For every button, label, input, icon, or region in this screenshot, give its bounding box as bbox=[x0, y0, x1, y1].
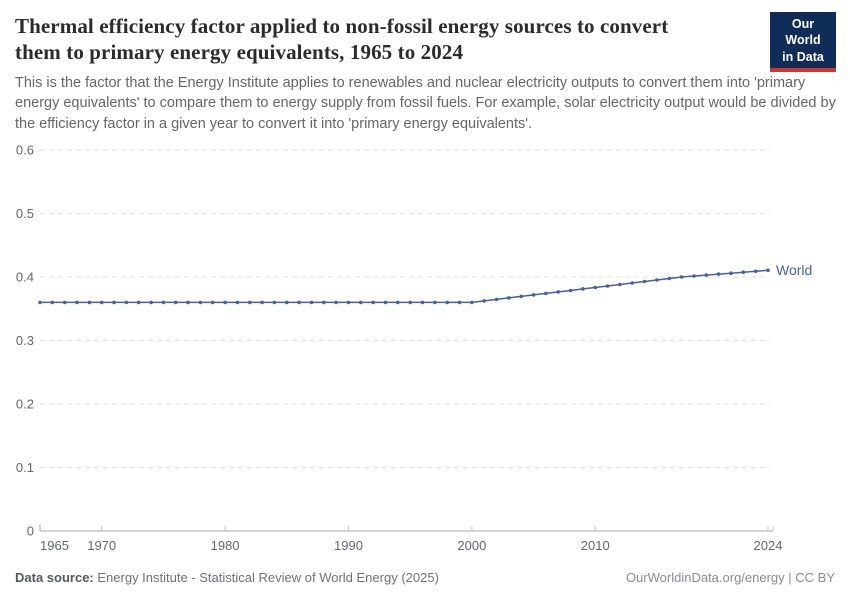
data-point[interactable] bbox=[223, 300, 227, 305]
data-point[interactable] bbox=[149, 300, 153, 305]
credit-link[interactable]: OurWorldinData.org/energy | CC BY bbox=[625, 570, 835, 585]
data-point[interactable] bbox=[235, 300, 240, 305]
x-axis-tick-label: 1990 bbox=[334, 538, 363, 553]
data-point[interactable] bbox=[359, 300, 363, 305]
data-point[interactable] bbox=[716, 272, 721, 276]
data-point[interactable] bbox=[210, 300, 215, 305]
data-point[interactable] bbox=[568, 288, 573, 293]
y-axis-tick-label: 0.2 bbox=[16, 397, 34, 412]
data-point[interactable] bbox=[692, 274, 696, 278]
data-point[interactable] bbox=[482, 299, 487, 303]
data-point[interactable] bbox=[285, 300, 289, 305]
series-line-world[interactable] bbox=[40, 269, 769, 304]
data-point[interactable] bbox=[753, 269, 758, 274]
data-point[interactable] bbox=[322, 300, 326, 305]
data-point[interactable] bbox=[581, 287, 585, 291]
x-axis-tick-label: 2024 bbox=[754, 538, 783, 553]
data-point[interactable] bbox=[556, 290, 560, 294]
data-point[interactable] bbox=[445, 300, 450, 305]
data-point[interactable] bbox=[383, 300, 388, 305]
data-point[interactable] bbox=[741, 270, 746, 275]
data-point[interactable] bbox=[260, 300, 264, 305]
data-point[interactable] bbox=[457, 300, 462, 305]
data-point[interactable] bbox=[605, 284, 610, 288]
data-point[interactable] bbox=[248, 300, 252, 305]
data-point[interactable] bbox=[593, 285, 598, 290]
x-axis-tick-label: 2000 bbox=[457, 538, 486, 553]
owid-logo-line1: Our World bbox=[785, 17, 821, 48]
owid-logo[interactable]: Our World in Data bbox=[770, 12, 836, 72]
data-source: Data source: Energy Institute - Statisti… bbox=[15, 570, 439, 585]
data-point[interactable] bbox=[371, 300, 376, 305]
data-point[interactable] bbox=[161, 300, 166, 305]
data-point[interactable] bbox=[38, 300, 42, 305]
y-axis-tick-label: 0.4 bbox=[16, 270, 34, 285]
data-source-text: Energy Institute - Statistical Review of… bbox=[97, 570, 439, 585]
data-point[interactable] bbox=[75, 300, 79, 305]
data-point[interactable] bbox=[112, 300, 116, 305]
data-point[interactable] bbox=[655, 278, 659, 282]
data-point[interactable] bbox=[507, 296, 511, 300]
chart-footer: Data source: Energy Institute - Statisti… bbox=[15, 570, 835, 585]
y-axis-tick-label: 0.6 bbox=[16, 143, 34, 158]
data-point[interactable] bbox=[309, 300, 314, 305]
data-point[interactable] bbox=[198, 300, 203, 305]
data-point[interactable] bbox=[186, 300, 190, 305]
x-axis-tick-label: 2010 bbox=[581, 538, 610, 553]
data-point[interactable] bbox=[346, 300, 351, 305]
x-axis-tick-label: 1980 bbox=[211, 538, 240, 553]
data-point[interactable] bbox=[531, 293, 536, 297]
data-point[interactable] bbox=[618, 282, 622, 287]
series-end-label[interactable]: World bbox=[776, 262, 812, 278]
data-point[interactable] bbox=[420, 300, 425, 305]
data-point[interactable] bbox=[50, 300, 55, 305]
data-point[interactable] bbox=[704, 273, 709, 277]
data-point[interactable] bbox=[173, 300, 178, 305]
data-point[interactable] bbox=[136, 300, 141, 305]
data-point[interactable] bbox=[667, 276, 672, 281]
data-point[interactable] bbox=[396, 300, 400, 305]
data-point[interactable] bbox=[494, 297, 499, 302]
data-point[interactable] bbox=[679, 275, 684, 279]
page-title: Thermal efficiency factor applied to non… bbox=[15, 14, 669, 64]
data-point[interactable] bbox=[433, 300, 437, 305]
x-axis-tick-label: 1965 bbox=[40, 538, 69, 553]
data-point[interactable] bbox=[470, 300, 474, 305]
data-point[interactable] bbox=[642, 279, 647, 284]
y-axis-tick-label: 0 bbox=[27, 524, 34, 539]
data-point[interactable] bbox=[99, 300, 104, 305]
data-point[interactable] bbox=[87, 300, 92, 305]
y-axis-tick-label: 0.5 bbox=[16, 206, 34, 221]
data-point[interactable] bbox=[519, 294, 523, 299]
data-point[interactable] bbox=[124, 300, 129, 305]
data-point[interactable] bbox=[334, 300, 338, 305]
data-point[interactable] bbox=[408, 300, 413, 305]
data-point[interactable] bbox=[544, 291, 548, 296]
y-axis-tick-label: 0.1 bbox=[16, 460, 34, 475]
data-point[interactable] bbox=[766, 268, 770, 273]
chart-subtitle: This is the factor that the Energy Insti… bbox=[15, 75, 836, 132]
data-point[interactable] bbox=[729, 271, 733, 276]
data-point[interactable] bbox=[272, 300, 277, 305]
x-axis-tick-label: 1970 bbox=[87, 538, 116, 553]
data-point[interactable] bbox=[62, 300, 67, 305]
data-point[interactable] bbox=[297, 300, 301, 305]
y-axis-tick-label: 0.3 bbox=[16, 333, 34, 348]
owid-logo-line2: in Data bbox=[782, 49, 824, 64]
data-source-label: Data source: bbox=[15, 570, 94, 585]
data-point[interactable] bbox=[630, 281, 635, 285]
